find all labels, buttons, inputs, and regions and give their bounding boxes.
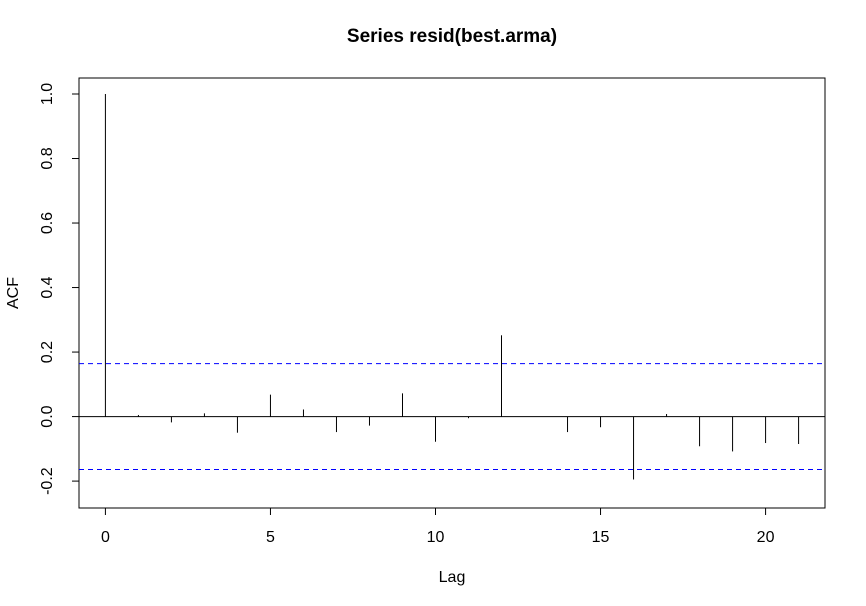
x-axis-label: Lag: [439, 569, 466, 586]
x-tick-label: 20: [757, 529, 775, 546]
chart-title: Series resid(best.arma): [347, 26, 557, 47]
y-tick-label: 0.8: [39, 147, 56, 169]
plot-frame: [78, 77, 826, 509]
y-tick-label: -0.2: [39, 467, 56, 495]
x-tick-label: 0: [101, 529, 110, 546]
y-axis-label: ACF: [5, 277, 22, 309]
y-tick-label: 0.2: [39, 341, 56, 363]
x-tick-label: 10: [427, 529, 445, 546]
y-tick-label: 0.0: [39, 405, 56, 427]
x-tick-label: 5: [266, 529, 275, 546]
y-tick-label: 1.0: [39, 83, 56, 105]
x-tick-label: 15: [592, 529, 610, 546]
y-tick-label: 0.6: [39, 212, 56, 234]
y-tick-label: 0.4: [39, 276, 56, 298]
